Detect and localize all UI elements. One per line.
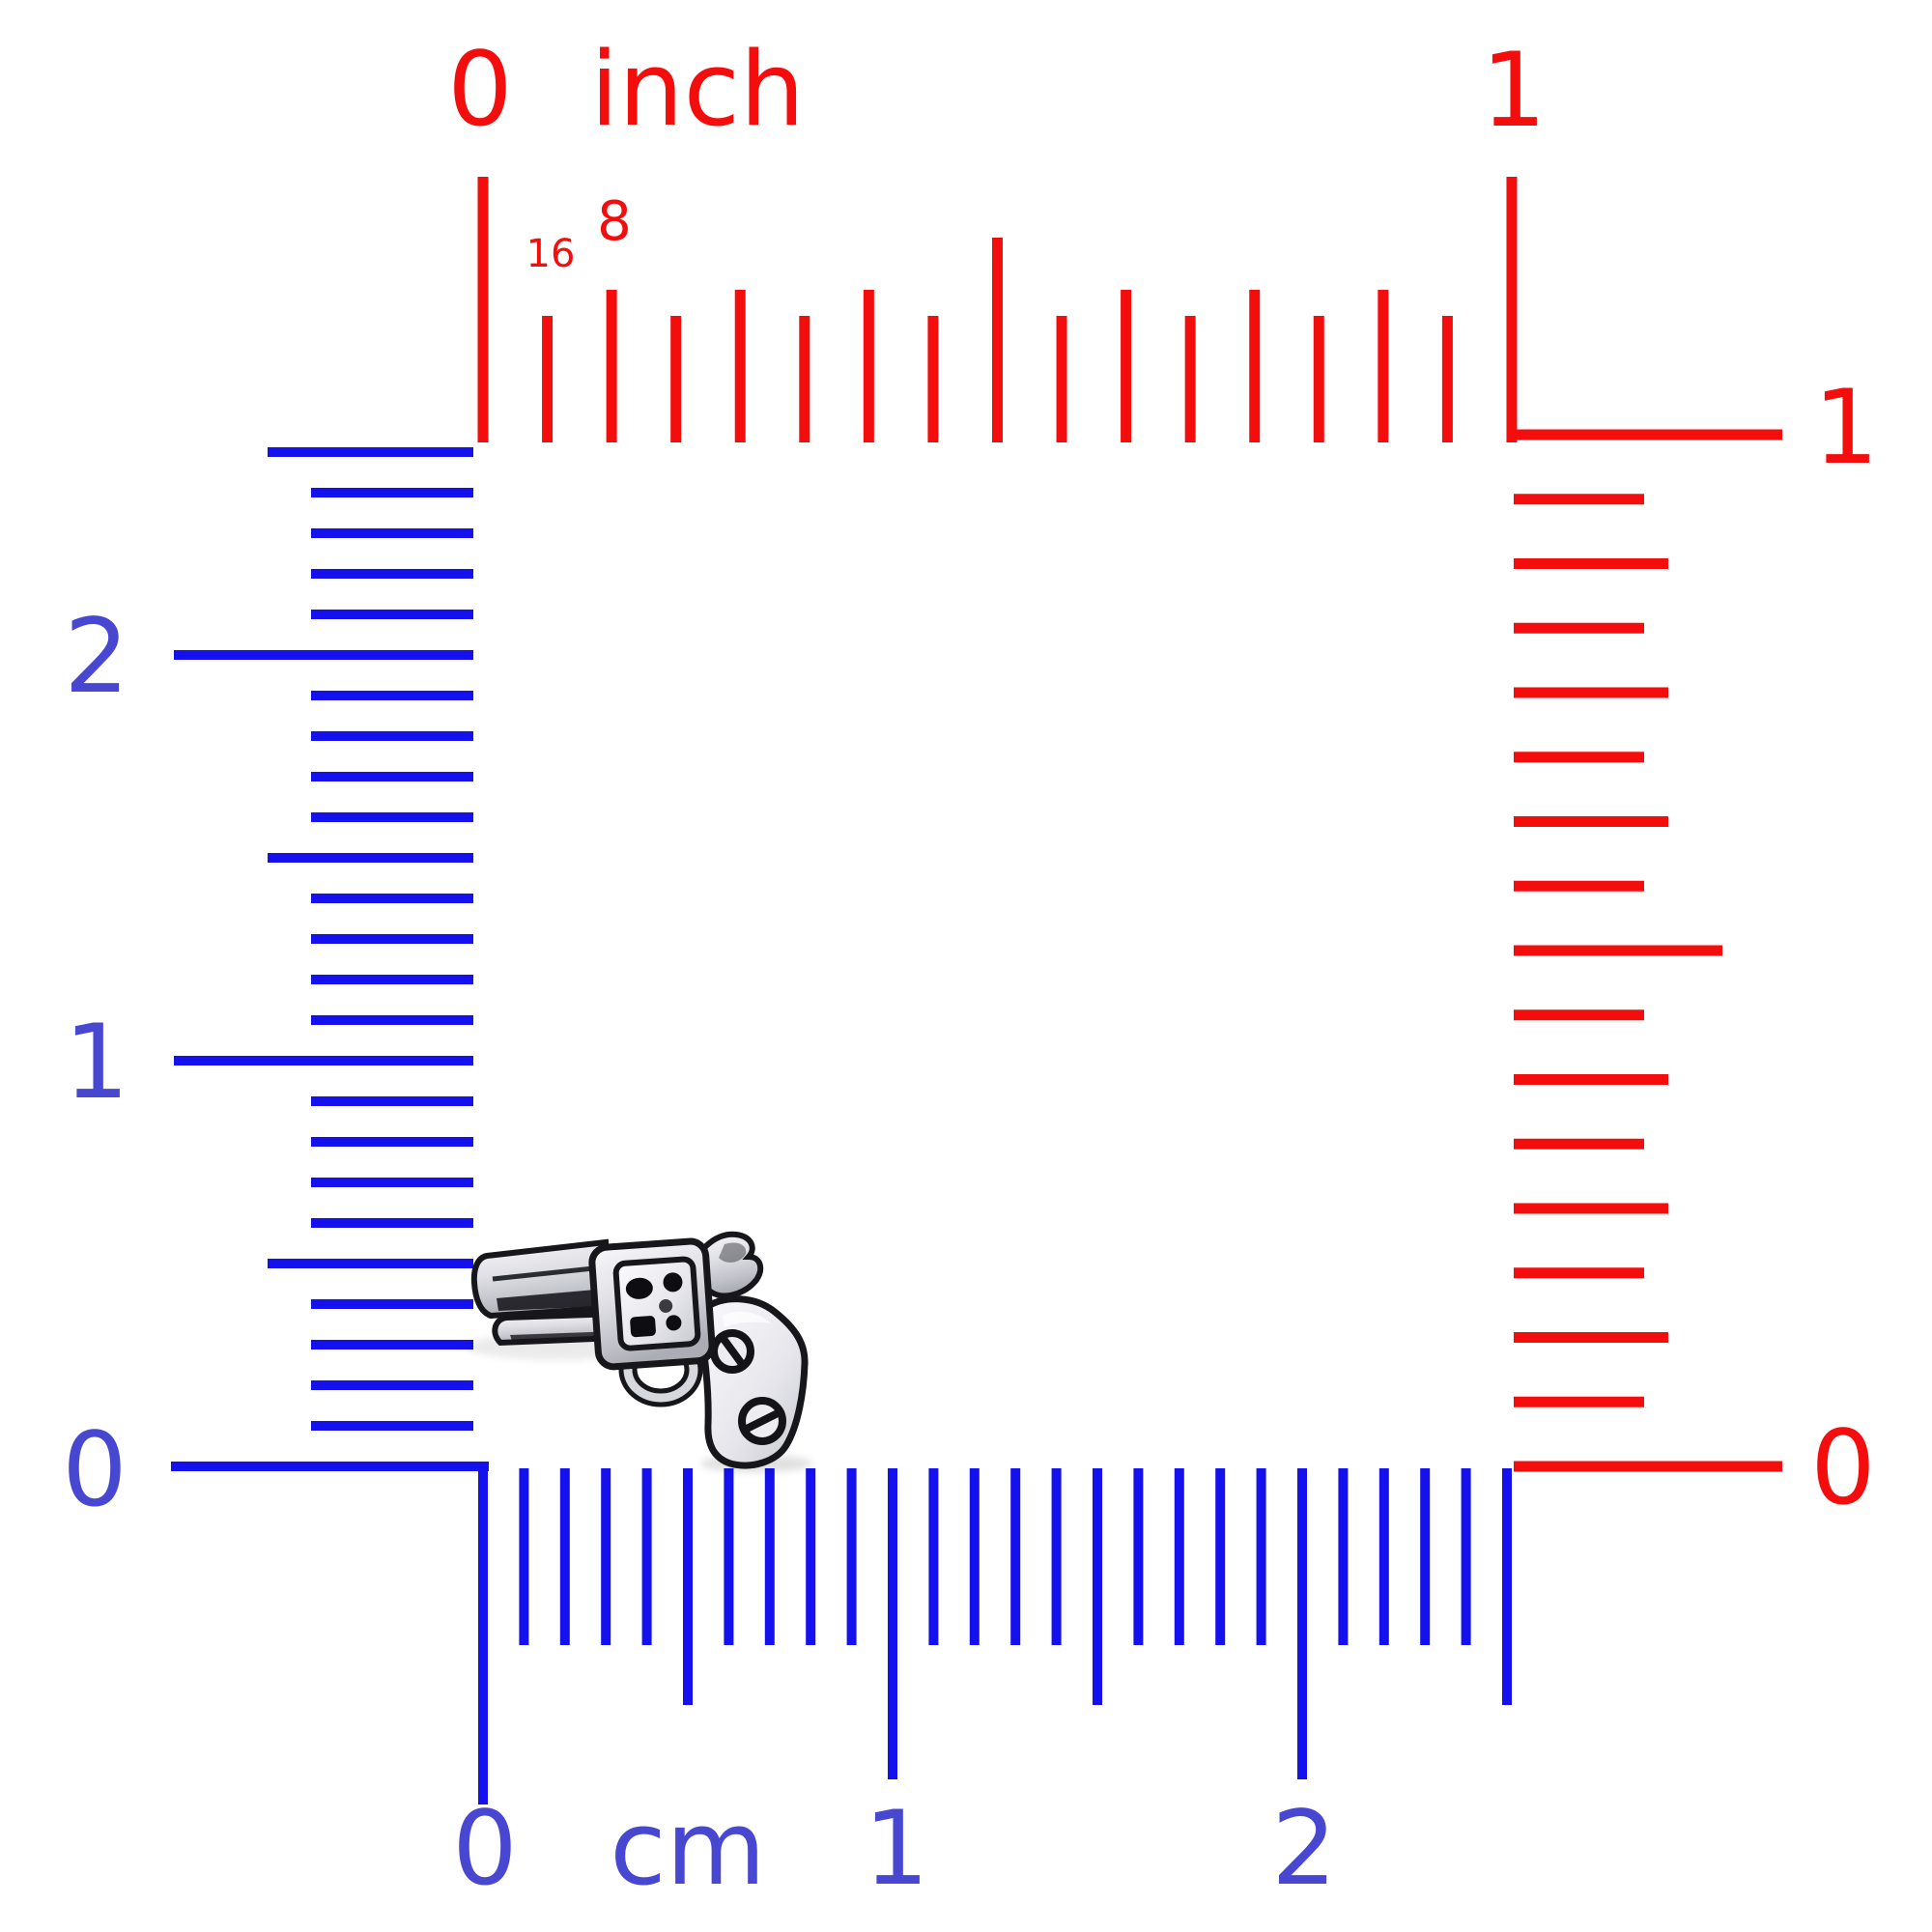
bottom-ruler-two-label: 2 [1271, 1789, 1336, 1908]
top-ruler-sixteenth-label: 16 [526, 232, 576, 276]
top-ruler-unit-label: inch [590, 30, 805, 149]
left-ruler-two-label: 2 [64, 597, 128, 716]
left-cm-ruler-ticks [171, 447, 489, 1471]
revolver-charm-image [467, 1231, 812, 1472]
charm-grip-highlight [723, 1311, 771, 1327]
charm-barrel-darkband [497, 1289, 607, 1311]
charm-plate-hole-2 [663, 1272, 683, 1293]
right-ruler-one-label: 1 [1813, 368, 1878, 487]
charm-screw-lower-slot [745, 1410, 780, 1432]
left-ruler-zero-label: 0 [62, 1410, 127, 1529]
top-ruler-eighth-label: 8 [597, 190, 632, 253]
bottom-ruler-one-label: 1 [864, 1789, 928, 1908]
bottom-ruler-unit-label: cm [610, 1789, 766, 1908]
charm-frame-plate [612, 1256, 701, 1351]
top-inch-ruler-ticks [477, 177, 1518, 442]
top-ruler-zero-label: 0 [447, 30, 512, 149]
charm-barrel-underlug-shade [510, 1331, 616, 1341]
charm-plate-hole-4 [630, 1316, 656, 1338]
bottom-ruler-zero-label: 0 [452, 1789, 517, 1908]
top-ruler-one-label: 1 [1481, 31, 1546, 150]
charm-plate-hole-1 [625, 1277, 653, 1299]
charm-screw-upper-slot [720, 1335, 746, 1368]
right-ruler-zero-label: 0 [1810, 1408, 1875, 1527]
charm-frame-group [588, 1237, 716, 1371]
left-ruler-one-label: 1 [64, 1003, 128, 1122]
charm-barrel-groove [492, 1264, 604, 1282]
ruler-labels: 0 inch 1 16 8 1 0 2 1 0 0 cm 1 2 [62, 30, 1878, 1908]
right-inch-ruler-ticks [1507, 429, 1782, 1472]
charm-hammer-shade [719, 1242, 747, 1263]
bottom-cm-ruler-ticks [478, 1462, 1512, 1804]
charm-plate-hole-5 [666, 1315, 682, 1331]
charm-plate-hole-3 [659, 1298, 673, 1313]
